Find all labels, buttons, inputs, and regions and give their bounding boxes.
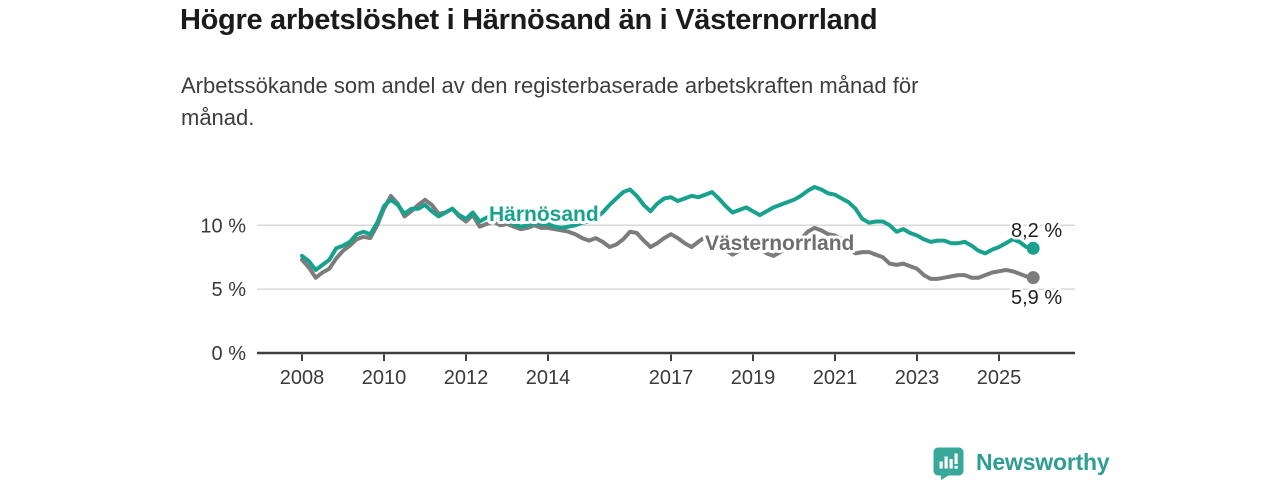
series-lines — [300, 185, 1040, 285]
y-axis-tick-label: 0 % — [212, 343, 247, 365]
x-axis: 2008 2010 2012 2014 2017 2019 2021 2023 2025 — [257, 351, 1075, 389]
end-value-label-harnosand: 8,2 % — [1011, 220, 1062, 242]
series-label-harnosand: Härnösand — [489, 203, 599, 226]
x-axis-tick-label: 2010 — [362, 367, 407, 389]
gridlines: 0 % 5 % 10 % — [200, 215, 1075, 365]
series-line-härnösand — [300, 185, 1036, 272]
x-axis-tick-label: 2021 — [813, 367, 858, 389]
x-axis-tick-label: 2025 — [977, 367, 1022, 389]
page-subtitle: Arbetssökande som andel av den registerb… — [181, 73, 919, 130]
logo-bar-chart-glyph — [939, 453, 958, 469]
newsworthy-brand: Newsworthy — [931, 444, 1110, 480]
x-axis-tick-label: 2023 — [895, 367, 940, 389]
series-line-västernorrland — [300, 193, 1036, 281]
end-value-label-vasternorrland: 5,9 % — [1011, 287, 1062, 309]
y-axis-tick-label: 5 % — [212, 279, 247, 301]
x-axis-tick-label: 2014 — [526, 367, 571, 389]
series-end-dot-västernorrland — [1026, 271, 1040, 285]
y-axis-tick-label: 10 % — [200, 215, 246, 237]
x-axis-tick-label: 2008 — [280, 367, 325, 389]
newsworthy-logo-text: Newsworthy — [976, 448, 1110, 475]
chart-labels: Härnösand Västernorrland 8,2 % 5,9 % — [486, 200, 1065, 312]
x-axis-tick-label: 2017 — [649, 367, 694, 389]
series-label-vasternorrland: Västernorrland — [705, 232, 854, 255]
x-axis-tick-label: 2019 — [731, 367, 776, 389]
series-end-dot-härnösand — [1026, 241, 1040, 255]
page-title: Högre arbetslöshet i Härnösand än i Väst… — [180, 4, 878, 36]
x-axis-tick-label: 2012 — [444, 367, 489, 389]
newsworthy-logo-icon — [933, 447, 964, 480]
